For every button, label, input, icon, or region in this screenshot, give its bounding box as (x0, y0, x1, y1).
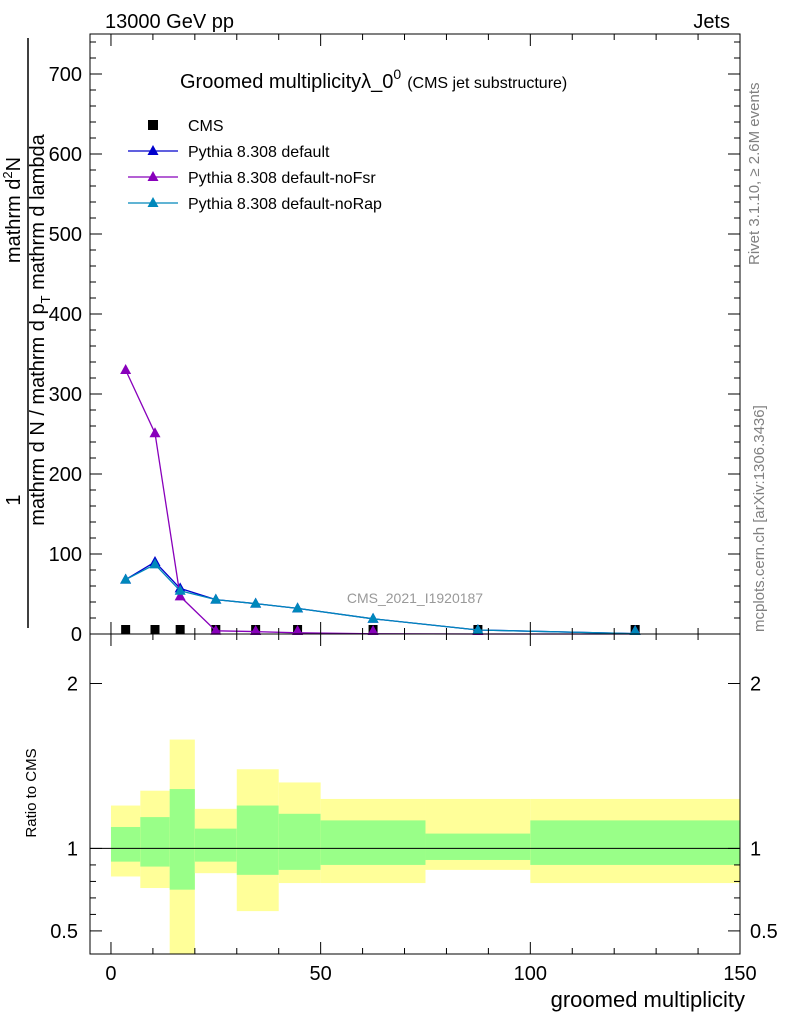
process-label: Jets (693, 11, 730, 33)
data-point (472, 624, 484, 634)
chart-title-main: Groomed multiplicityλ_0 (180, 71, 393, 93)
data-point (250, 597, 262, 608)
main-x-axis (110, 34, 741, 634)
data-point (149, 427, 161, 438)
data-point (210, 624, 222, 635)
x-tick-label: 50 (310, 963, 332, 985)
ratio-band-inner (194, 828, 237, 862)
ratio-band-inner (425, 833, 531, 860)
ratio-bands (110, 739, 740, 954)
ratio-band-inner (140, 817, 170, 867)
x-axis-label: groomed multiplicity (551, 987, 745, 1012)
y-tick-label: 100 (49, 544, 82, 566)
data-point (175, 625, 185, 634)
y-tick-label: 600 (49, 144, 82, 166)
energy-label: 13000 GeV pp (105, 11, 234, 33)
data-point (210, 593, 222, 604)
legend: CMS Pythia 8.308 default Pythia 8.308 defa… (128, 118, 382, 213)
legend-label: Pythia 8.308 default (188, 144, 330, 161)
chart-title: Groomed multiplicityλ_00 (CMS jet substru… (180, 66, 567, 93)
ratio-frame (89, 633, 741, 955)
data-point (367, 612, 379, 623)
legend-marker (148, 120, 158, 130)
y-label-num: 1 (3, 494, 25, 505)
legend-marker (147, 171, 159, 181)
y-tick-label: 500 (49, 224, 82, 246)
y-tick-label: 300 (49, 384, 82, 406)
main-y-axis: 0 100 200 300 400 500 600 700 (49, 41, 740, 646)
ratio-y-tick-label: 1 (750, 838, 761, 860)
legend-marker (147, 197, 159, 207)
ratio-x-axis: 0 50 100 150 (105, 634, 757, 985)
main-y-label: 1 mathrm d2N mathrm d N / mathrm d pT ma… (0, 38, 53, 628)
x-tick-label: 150 (723, 963, 756, 985)
legend-label: Pythia 8.308 default-noFsr (188, 170, 376, 187)
ratio-band-inner (530, 820, 740, 865)
watermark: CMS_2021_I1920187 (347, 590, 483, 606)
ratio-band-inner (320, 820, 426, 865)
data-point (120, 573, 132, 584)
ratio-band-inner (110, 826, 141, 862)
rivet-label: Rivet 3.1.10, ≥ 2.6M events (746, 83, 763, 266)
data-point (292, 602, 304, 613)
mcplots-label: mcplots.cern.ch [arXiv:1306.3436] (751, 405, 768, 632)
data-point (629, 625, 641, 635)
ratio-band-inner (169, 789, 195, 890)
y-tick-label: 400 (49, 304, 82, 326)
y-tick-label: 0 (71, 624, 82, 646)
data-point (292, 625, 304, 635)
data-point (150, 625, 160, 634)
y-label-num2: mathrm d2N (0, 157, 25, 263)
y-tick-label: 700 (49, 64, 82, 86)
ratio-y-tick-label: 0.5 (750, 921, 778, 943)
ratio-panel: 0.5 0.5 1 1 2 2 0 50 100 150 Ratio to CMS groome… (23, 633, 778, 1012)
main-panel: 0 100 200 300 400 500 600 700 Groomed multiplic… (0, 33, 741, 646)
x-tick-label: 100 (514, 963, 547, 985)
legend-marker (147, 145, 159, 155)
ratio-y-tick-label: 1 (67, 838, 78, 860)
ratio-y-tick-label: 2 (750, 673, 761, 695)
ratio-y-label: Ratio to CMS (23, 748, 40, 837)
data-point (120, 364, 132, 374)
chart-subtitle: (CMS jet substructure) (407, 75, 567, 92)
x-tick-label: 0 (105, 963, 116, 985)
ratio-band-inner (236, 805, 279, 875)
y-tick-label: 200 (49, 464, 82, 486)
data-point (174, 584, 186, 595)
data-point (121, 625, 131, 634)
data-point (149, 558, 161, 569)
legend-label: CMS (188, 118, 224, 135)
data-point (367, 625, 379, 635)
ratio-y-axis: 0.5 0.5 1 1 2 2 (50, 673, 778, 942)
legend-label: Pythia 8.308 default-noRap (188, 196, 382, 213)
data-point (250, 625, 262, 635)
y-label-den: mathrm d N / mathrm d pT mathrm d lambda (27, 133, 53, 525)
data-point (174, 590, 186, 601)
ratio-y-tick-label: 0.5 (50, 921, 78, 943)
ratio-band-inner (278, 813, 321, 870)
chart-title-sup: 0 (393, 66, 401, 82)
ratio-y-tick-label: 2 (67, 673, 78, 695)
